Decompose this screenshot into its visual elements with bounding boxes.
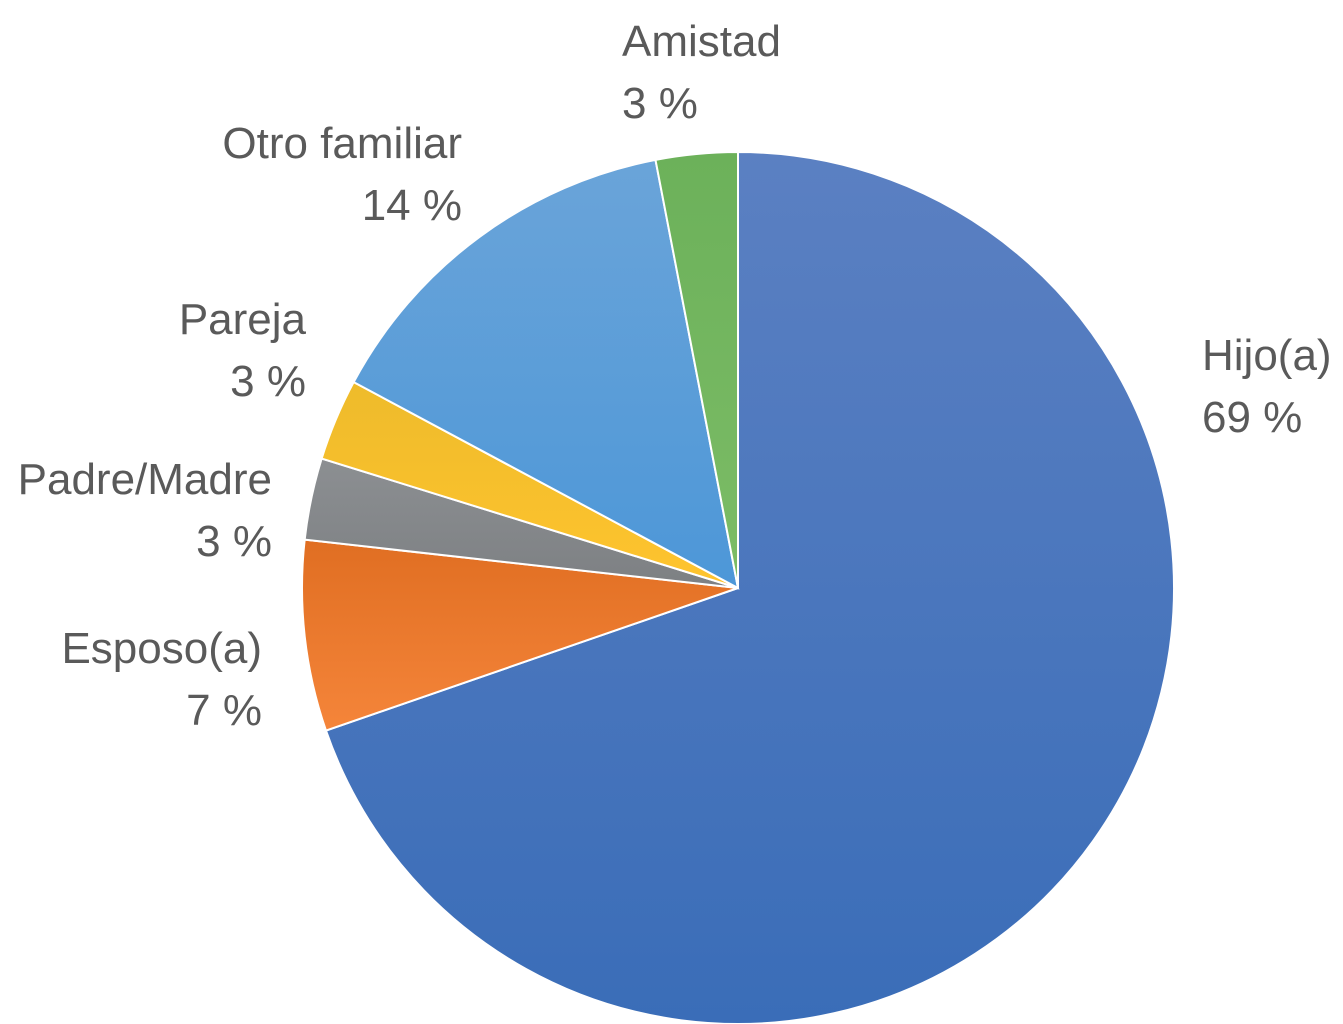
pie-slice-esposo-a <box>300 538 739 732</box>
pie-slice-otro-familiar <box>352 158 740 590</box>
slice-category-label: Hijo(a) <box>1202 331 1332 380</box>
slice-value-label: 7 % <box>186 686 262 735</box>
pie-slice-amistad <box>654 150 739 589</box>
slice-label: Hijo(a) 69 % <box>1202 331 1332 442</box>
slice-value-label: 3 % <box>230 357 306 406</box>
slice-value-label: 69 % <box>1202 393 1302 442</box>
slice-value-label: 3 % <box>622 79 698 128</box>
slice-label: Padre/Madre 3 % <box>18 455 272 566</box>
slice-category-label: Pareja <box>179 295 307 344</box>
slice-label: Amistad 3 % <box>622 17 781 128</box>
slice-category-label: Padre/Madre <box>18 455 272 504</box>
slice-label: Pareja 3 % <box>179 295 307 406</box>
slice-category-label: Amistad <box>622 17 781 66</box>
slice-value-label: 3 % <box>196 517 272 566</box>
slice-label: Otro familiar 14 % <box>222 119 462 230</box>
slice-label: Esposo(a) 7 % <box>61 624 262 735</box>
slice-category-label: Esposo(a) <box>61 624 262 673</box>
slice-value-label: 14 % <box>362 181 462 230</box>
pie-slice-hijo-a <box>324 150 1175 1024</box>
slice-category-label: Otro familiar <box>222 119 462 168</box>
